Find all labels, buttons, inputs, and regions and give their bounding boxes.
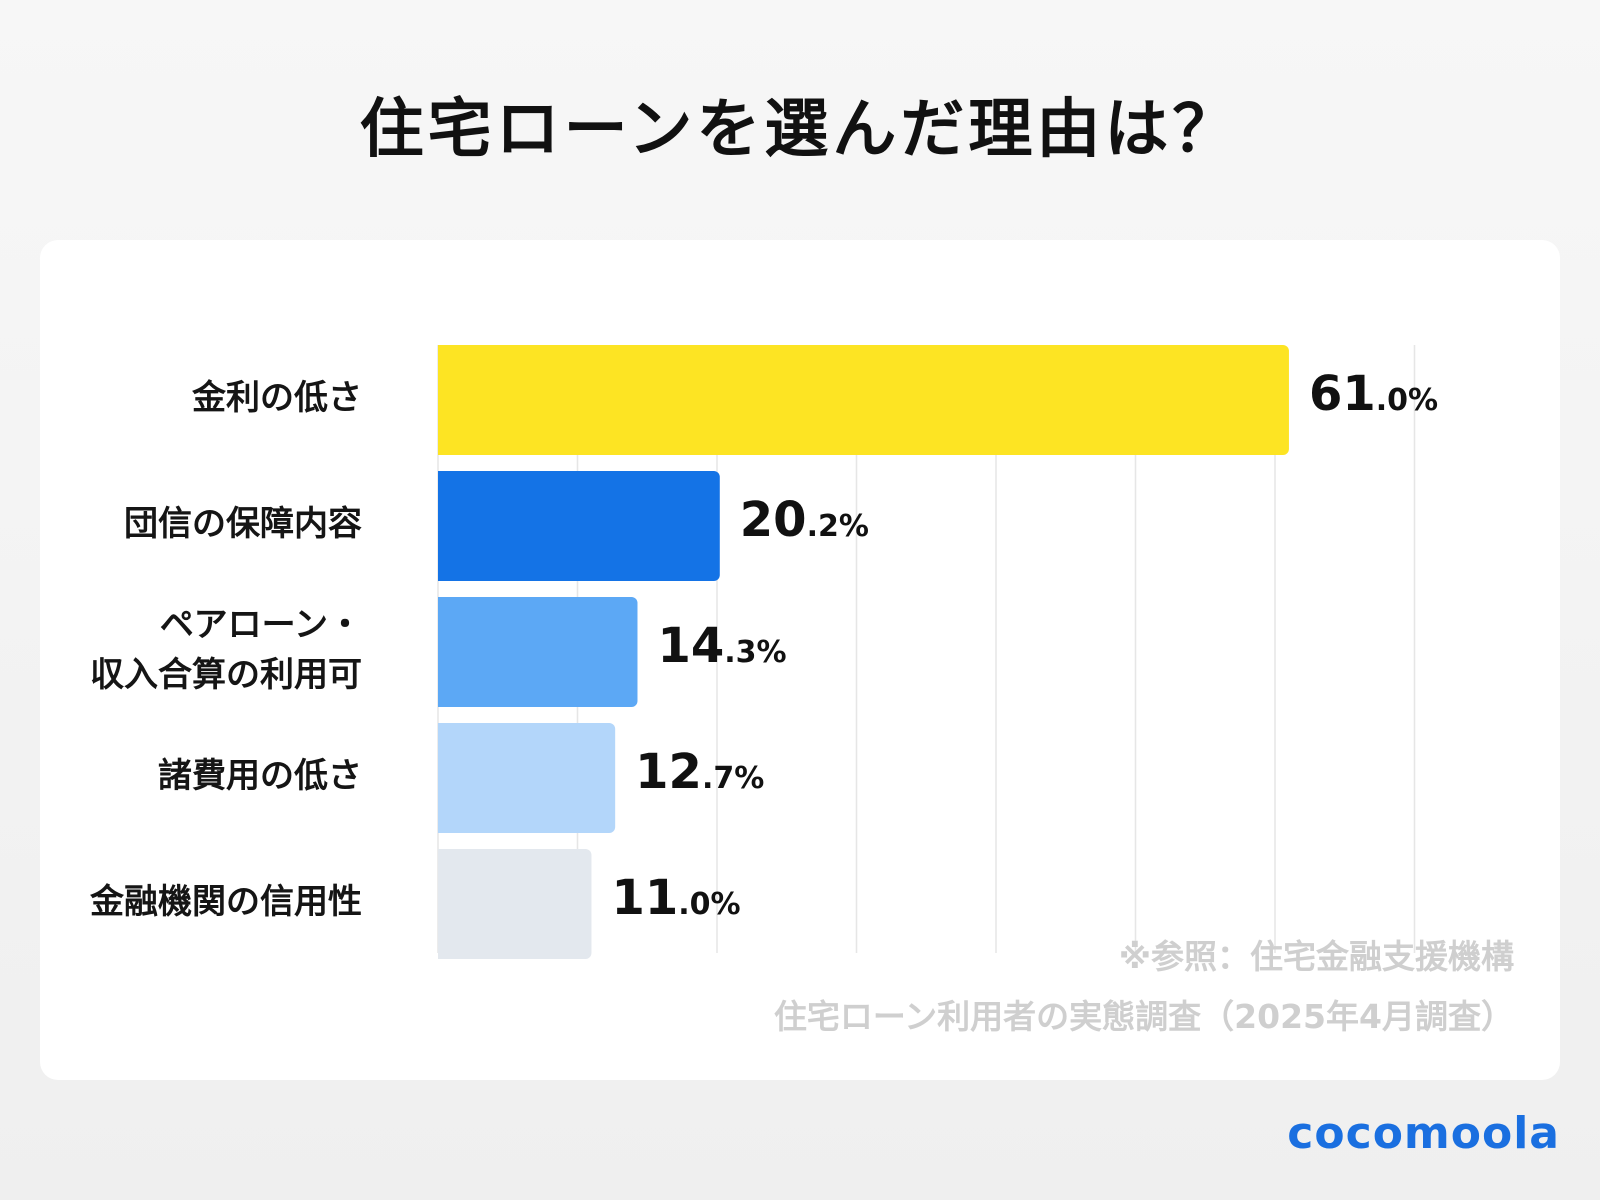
value-label-decimal: .7%	[701, 761, 765, 796]
bar-2	[438, 471, 720, 581]
value-label-decimal: .0%	[1375, 383, 1439, 418]
bar-2-base	[438, 471, 448, 581]
value-label-4: 12.7%	[635, 744, 764, 800]
value-label-5: 11.0%	[611, 870, 740, 926]
bar-4	[438, 723, 616, 833]
bar-1-base	[438, 345, 448, 455]
chart-title: 住宅ローンを選んだ理由は？	[359, 93, 1241, 167]
bar-5	[438, 849, 592, 959]
category-label-4: 諸費用の低さ	[158, 756, 362, 796]
bar-4-base	[438, 723, 448, 833]
value-label-main: 11	[611, 870, 679, 926]
bar-chart	[437, 345, 1416, 959]
value-label-decimal: .3%	[724, 635, 787, 670]
bar-3	[438, 597, 638, 707]
chart-card: 金利の低さ団信の保障内容ペアローン・ 収入合算の利用可諸費用の低さ金融機関の信用性…	[40, 240, 1560, 1080]
value-label-3: 14.3%	[657, 618, 786, 674]
category-label-2: 団信の保障内容	[124, 504, 362, 544]
bar-3-base	[438, 597, 448, 707]
value-label-main: 14	[657, 618, 725, 674]
cocomoola-logo: cocomoola	[1287, 1108, 1560, 1159]
category-label-1: 金利の低さ	[192, 378, 362, 418]
value-label-main: 61	[1308, 366, 1376, 422]
value-label-decimal: .0%	[678, 887, 741, 922]
value-label-1: 61.0%	[1309, 366, 1438, 422]
value-label-decimal: .2%	[806, 509, 869, 544]
value-label-main: 12	[635, 744, 702, 800]
category-label-5: 金融機関の信用性	[90, 882, 362, 922]
category-label-3: ペアローン・ 収入合算の利用可	[90, 605, 362, 695]
source-line-1: ※参照：住宅金融支援機構	[1118, 937, 1514, 976]
bar-1	[438, 345, 1289, 455]
value-label-main: 20	[739, 492, 807, 548]
value-label-2: 20.2%	[740, 492, 869, 548]
bar-5-base	[438, 849, 448, 959]
source-line-2: 住宅ローン利用者の実態調査（2025年4月調査）	[773, 997, 1514, 1036]
